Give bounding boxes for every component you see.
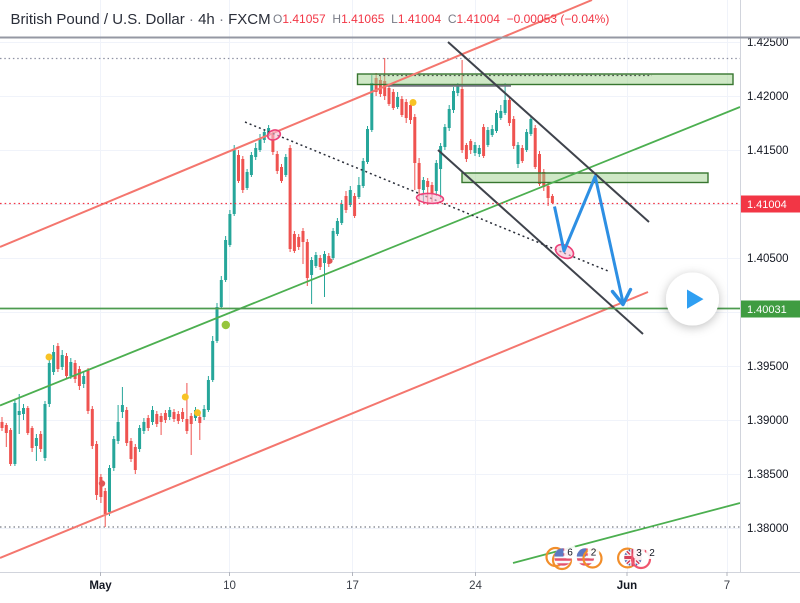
svg-text:6: 6 <box>567 548 573 559</box>
svg-text:Jun: Jun <box>617 580 637 592</box>
svg-text:10: 10 <box>223 580 236 592</box>
svg-text:2: 2 <box>649 548 655 559</box>
svg-text:O1.41057 H1.41065 L1.41004: O1.41057 H1.41065 L1.41004 C1.41004 −0.0… <box>273 12 609 26</box>
svg-text:May: May <box>89 580 112 592</box>
svg-text:1.38000: 1.38000 <box>747 523 789 535</box>
svg-text:1.41500: 1.41500 <box>747 145 789 157</box>
svg-text:24: 24 <box>469 580 482 592</box>
svg-text:3: 3 <box>636 548 642 559</box>
svg-text:1.41004: 1.41004 <box>747 199 787 211</box>
svg-text:1.39000: 1.39000 <box>747 415 789 427</box>
svg-text:British Pound / U.S. Dollar ·: British Pound / U.S. Dollar · 4h · FXCM <box>11 11 271 28</box>
svg-text:1.38500: 1.38500 <box>747 469 789 481</box>
svg-text:1.42000: 1.42000 <box>747 91 789 103</box>
svg-text:7: 7 <box>724 580 730 592</box>
svg-text:2: 2 <box>591 548 597 559</box>
svg-text:1.40500: 1.40500 <box>747 253 789 265</box>
svg-text:1.42500: 1.42500 <box>747 37 789 49</box>
svg-text:1.39500: 1.39500 <box>747 361 789 373</box>
svg-text:1.40031: 1.40031 <box>747 304 787 316</box>
svg-text:17: 17 <box>346 580 359 592</box>
